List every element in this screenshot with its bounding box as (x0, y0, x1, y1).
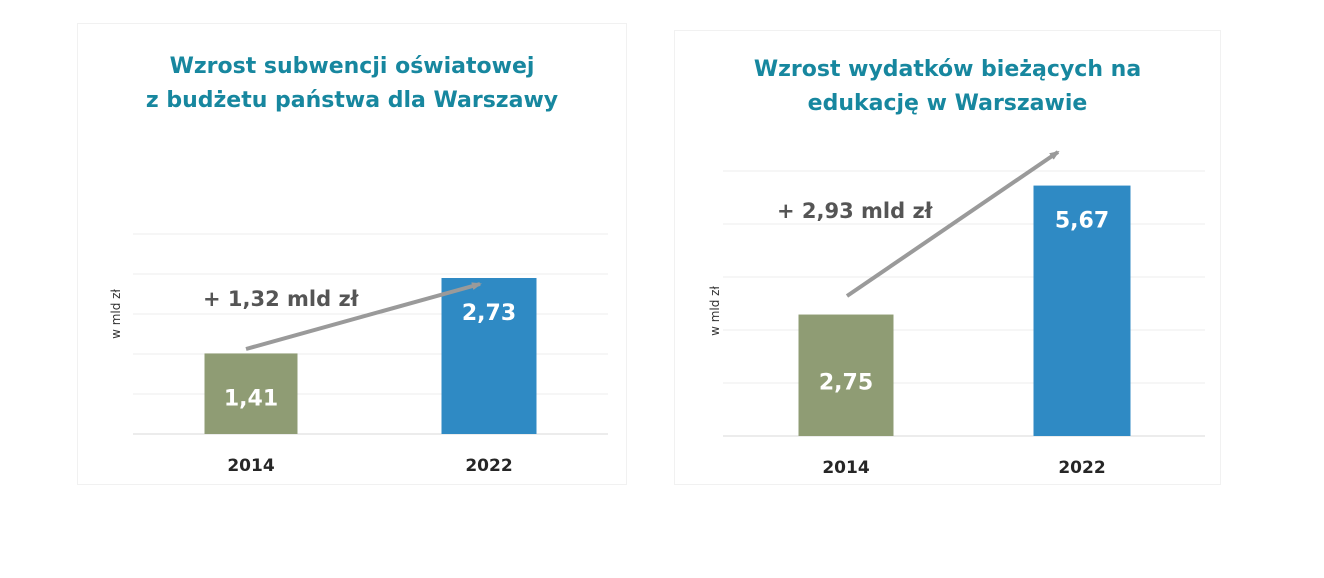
chart-wydatki: Wzrost wydatków bieżących na edukację w … (675, 31, 1220, 484)
bar-2014 (204, 353, 298, 434)
bar-value-label: 5,67 (1055, 209, 1109, 234)
bar-2014 (798, 314, 894, 436)
growth-arrow (245, 282, 482, 351)
growth-annotation: + 1,32 mld zł (203, 287, 360, 311)
chart-title: Wzrost wydatków bieżących na edukację w … (753, 57, 1142, 116)
x-tick-label: 2022 (1058, 458, 1105, 478)
x-tick-label: 2014 (822, 458, 869, 478)
bar-2022 (441, 278, 537, 434)
bar-value-label: 2,75 (819, 370, 873, 395)
growth-annotation: + 2,93 mld zł (777, 199, 934, 223)
x-tick-label: 2014 (227, 456, 274, 476)
chart-plot: w mld zł 2,75 2014 5,67 2022 + 2,93 mld zł (708, 150, 1205, 478)
chart-subwencja: Wzrost subwencji oświatowej z budżetu pa… (78, 24, 626, 484)
bar-value-label: 2,73 (462, 301, 516, 326)
chart-title: Wzrost subwencji oświatowej z budżetu pa… (145, 54, 559, 113)
x-tick-label: 2022 (465, 456, 512, 476)
y-axis-label: w mld zł (708, 286, 722, 336)
y-axis-label: w mld zł (109, 289, 123, 339)
bar-value-label: 1,41 (224, 387, 278, 412)
bar-2022 (1033, 185, 1131, 436)
chart-plot: w mld zł 1,41 2014 2,73 2022 + 1,32 mld zł (109, 233, 608, 476)
growth-arrow (845, 150, 1060, 298)
